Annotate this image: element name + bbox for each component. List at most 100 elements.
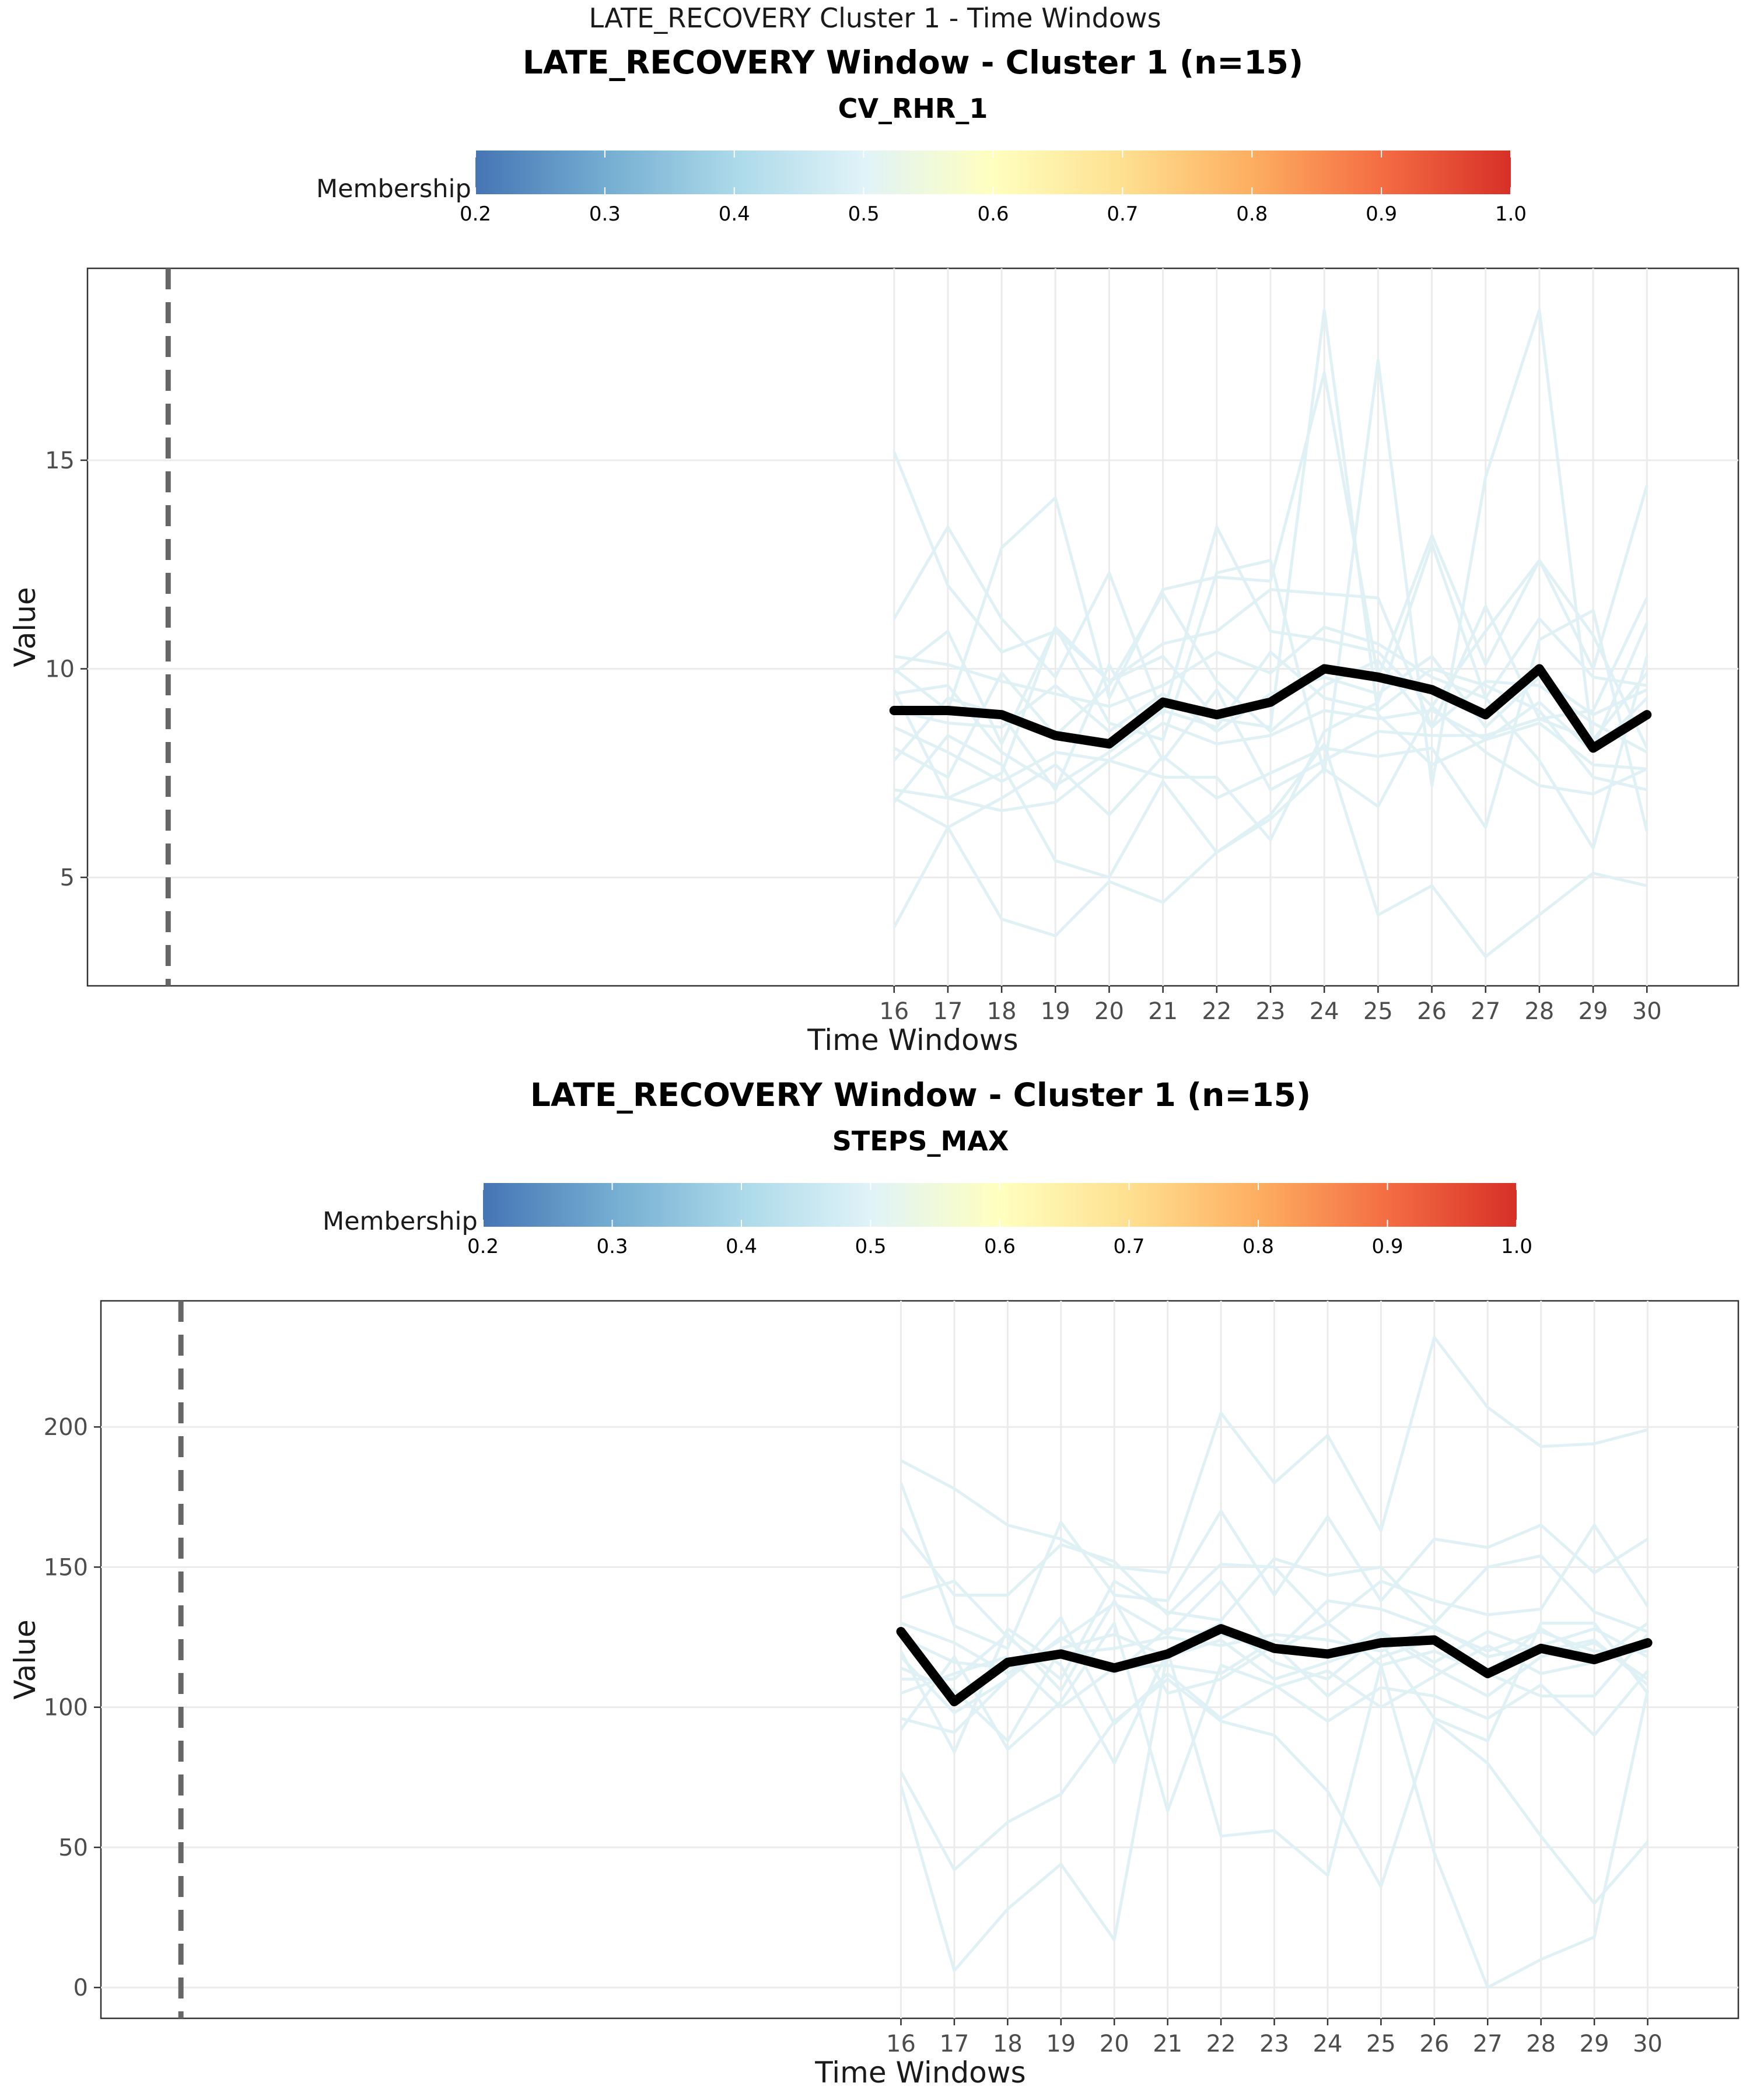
member-series-line — [894, 617, 1647, 708]
x-axis-label: Time Windows — [814, 2056, 1026, 2090]
x-tick-label: 24 — [1313, 2031, 1343, 2057]
x-axis-ticks: 16 17 18 19 20 21 22 23 24 25 26 27 28 29 30 — [879, 986, 1662, 1025]
colorbar-legend: Membership 0.2 0.3 0.4 0.5 0.6 0.7 0.8 0.9 1.0 — [323, 1183, 1532, 1258]
x-tick-label: 19 — [1041, 998, 1070, 1025]
member-series-line — [894, 650, 1647, 792]
x-tick-label: 26 — [1417, 998, 1447, 1025]
y-tick-label: 150 — [44, 1554, 88, 1581]
colorbar-ticks: 0.2 0.3 0.4 0.5 0.6 0.7 0.8 0.9 1.0 — [460, 150, 1527, 226]
chart-panel-steps-max: LATE_RECOVERY Window - Cluster 1 (n=15) … — [8, 1076, 1740, 2090]
x-tick-label: 25 — [1363, 998, 1393, 1025]
member-series-line — [900, 1336, 1648, 1574]
colorbar-tick-label: 0.8 — [1236, 202, 1268, 226]
member-series-line — [900, 1622, 1649, 1765]
colorbar-tick-label: 0.6 — [977, 202, 1009, 226]
member-series-line — [892, 663, 1648, 792]
x-tick-label: 18 — [987, 998, 1017, 1025]
y-tick-label: 15 — [45, 447, 75, 474]
member-series-line — [900, 1678, 1649, 1905]
member-series-line — [892, 309, 1648, 766]
member-series-line — [900, 1650, 1650, 1989]
y-tick-label: 100 — [44, 1695, 88, 1721]
colorbar-tick-label: 0.9 — [1371, 1235, 1403, 1258]
member-series-line — [900, 1523, 1649, 1625]
x-tick-label: 30 — [1633, 2031, 1662, 2057]
chart-subtitle: CV_RHR_1 — [838, 93, 988, 124]
x-tick-label: 30 — [1632, 998, 1662, 1025]
x-tick-label: 19 — [1046, 2031, 1076, 2057]
y-tick-label: 0 — [74, 1975, 88, 2001]
chart-title: LATE_RECOVERY Window - Cluster 1 (n=15) — [530, 1076, 1311, 1114]
colorbar — [475, 150, 1511, 194]
colorbar-tick-label: 0.7 — [1107, 202, 1138, 226]
colorbar-tick-label: 0.3 — [589, 202, 621, 226]
member-series-line — [894, 542, 1648, 850]
member-series-line — [894, 654, 1648, 733]
y-axis-label: Value — [8, 587, 42, 667]
plot-panel — [86, 267, 1740, 987]
x-tick-label: 17 — [933, 998, 963, 1025]
member-series-line — [900, 1482, 1648, 1650]
y-tick-label: 50 — [58, 1835, 88, 1861]
gridlines — [88, 268, 1738, 986]
colorbar-tick-label: 0.7 — [1113, 1235, 1144, 1258]
page-title: LATE_RECOVERY Cluster 1 - Time Windows — [589, 2, 1161, 34]
member-series-line — [892, 525, 1648, 749]
colorbar-legend: Membership 0.2 0.3 0.4 0.5 0.6 0.7 0.8 0.9 1.0 — [316, 150, 1527, 226]
member-series-line — [900, 1630, 1649, 1709]
x-tick-label: 27 — [1471, 998, 1500, 1025]
y-axis-ticks: 5 10 15 — [45, 447, 88, 891]
chart-panel-cv-rhr: LATE_RECOVERY Window - Cluster 1 (n=15) … — [8, 44, 1740, 1057]
gridlines — [101, 1301, 1738, 2018]
chart-title: LATE_RECOVERY Window - Cluster 1 (n=15) — [523, 44, 1303, 81]
colorbar-tick-label: 0.5 — [855, 1235, 886, 1258]
y-tick-label: 10 — [45, 656, 75, 683]
member-series-line — [900, 1622, 1649, 1742]
colorbar-ticks: 0.2 0.3 0.4 0.5 0.6 0.7 0.8 0.9 1.0 — [467, 1183, 1532, 1258]
member-series-line — [892, 705, 1648, 937]
y-axis-ticks: 0 50 100 150 200 — [44, 1414, 101, 2001]
colorbar-tick-label: 0.5 — [848, 202, 880, 226]
x-tick-label: 22 — [1202, 998, 1231, 1025]
x-tick-label: 23 — [1259, 2031, 1289, 2057]
member-series-line — [893, 709, 1647, 783]
y-tick-label: 200 — [44, 1414, 88, 1441]
x-tick-label: 16 — [879, 998, 909, 1025]
x-tick-label: 26 — [1419, 2031, 1449, 2057]
member-series-line — [893, 371, 1648, 712]
cluster-mean-line — [889, 664, 1652, 753]
member-series-line — [900, 1622, 1649, 1812]
colorbar-tick-label: 1.0 — [1501, 1235, 1532, 1258]
x-tick-label: 29 — [1578, 998, 1608, 1025]
x-tick-label: 25 — [1366, 2031, 1396, 2057]
y-axis-label: Value — [8, 1619, 42, 1699]
colorbar-tick-label: 0.9 — [1366, 202, 1397, 226]
legend-title: Membership — [323, 1207, 478, 1236]
colorbar-tick-label: 0.4 — [726, 1235, 757, 1258]
colorbar-tick-label: 0.8 — [1242, 1235, 1274, 1258]
x-axis-label: Time Windows — [807, 1023, 1018, 1057]
colorbar-tick-label: 1.0 — [1495, 202, 1527, 226]
chart-subtitle: STEPS_MAX — [832, 1125, 1009, 1157]
y-tick-label: 5 — [60, 864, 75, 891]
x-tick-label: 28 — [1526, 2031, 1556, 2057]
x-tick-label: 18 — [993, 2031, 1023, 2057]
x-tick-label: 16 — [886, 2031, 916, 2057]
colorbar — [483, 1183, 1517, 1227]
colorbar-tick-label: 0.2 — [460, 202, 491, 226]
x-tick-label: 21 — [1148, 998, 1178, 1025]
cluster-mean-line — [896, 1624, 1653, 1707]
legend-title: Membership — [316, 174, 471, 204]
member-series-line — [892, 734, 1647, 958]
x-tick-label: 17 — [939, 2031, 969, 2057]
colorbar-tick-label: 0.2 — [467, 1235, 499, 1258]
x-tick-label: 27 — [1473, 2031, 1503, 2057]
x-tick-label: 28 — [1524, 998, 1554, 1025]
colorbar-tick-label: 0.6 — [984, 1235, 1016, 1258]
x-tick-label: 22 — [1206, 2031, 1236, 2057]
x-tick-label: 24 — [1310, 998, 1339, 1025]
x-tick-label: 23 — [1256, 998, 1286, 1025]
x-tick-label: 29 — [1580, 2031, 1609, 2057]
colorbar-tick-label: 0.3 — [596, 1235, 628, 1258]
